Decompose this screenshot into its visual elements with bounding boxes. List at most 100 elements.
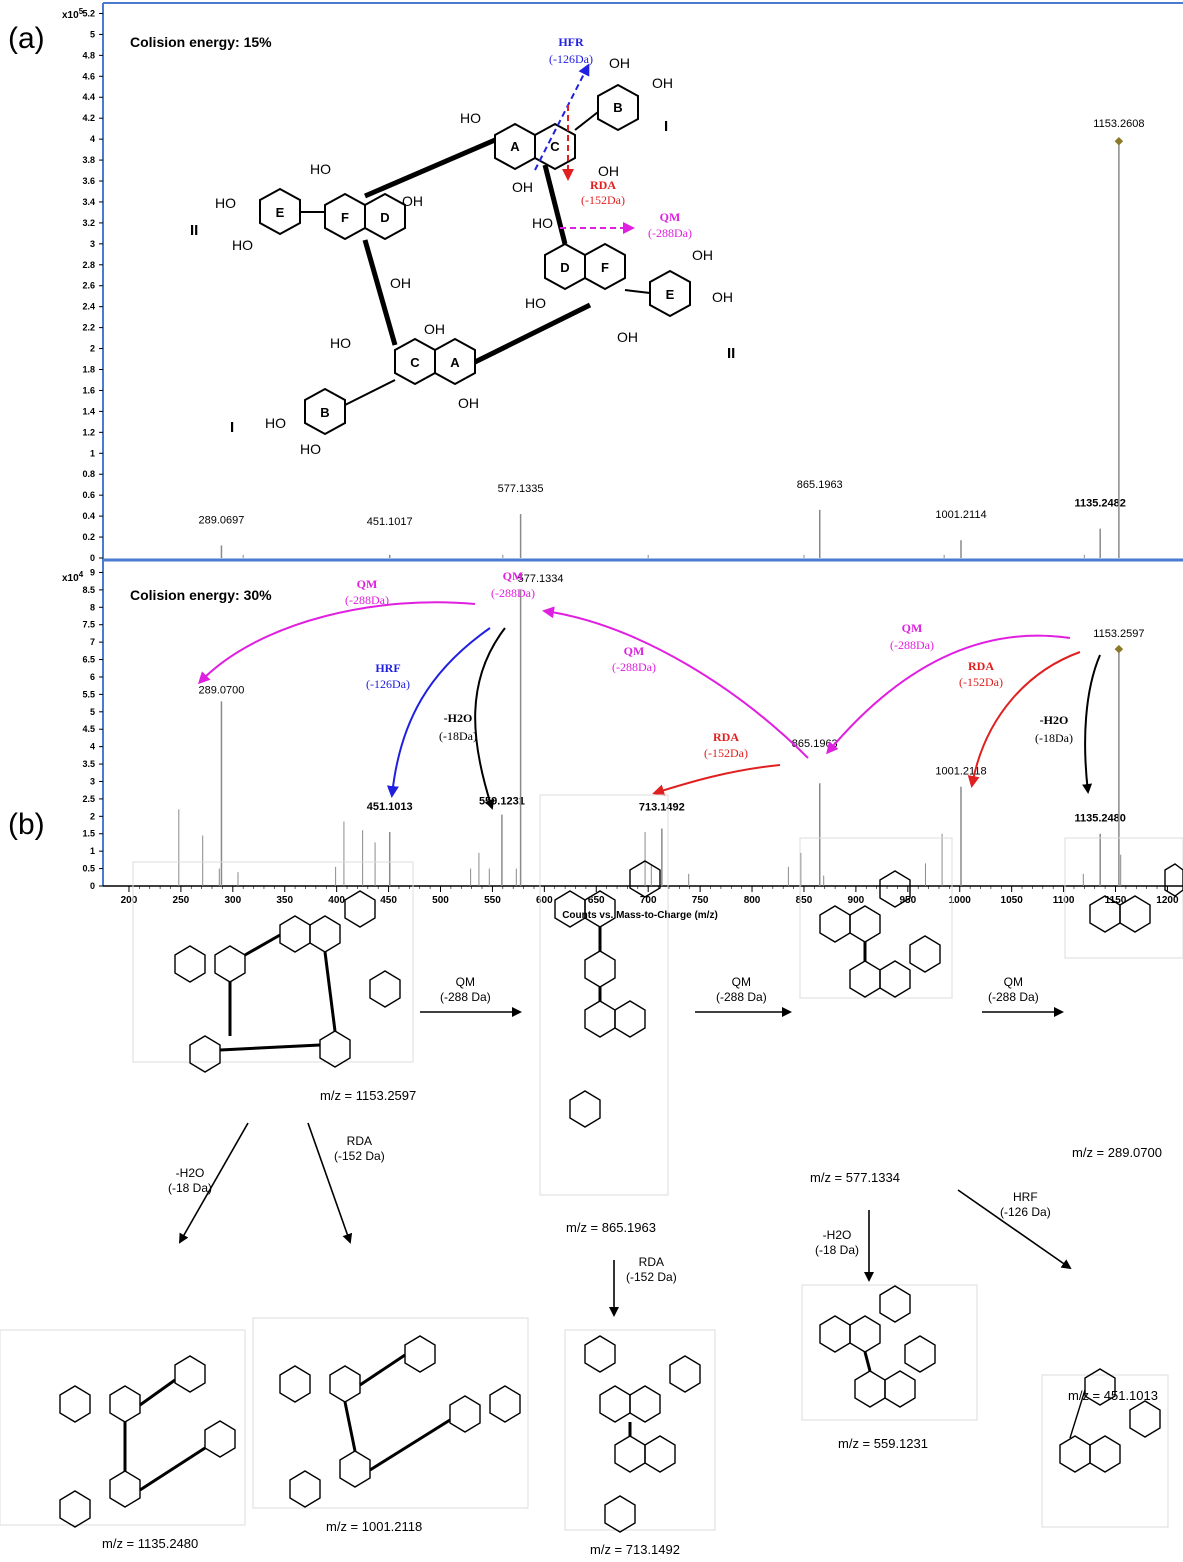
peak-label-top: 1001.2114 xyxy=(935,509,986,521)
y-tick-label-top: 4.2 xyxy=(82,113,95,123)
svg-text:I: I xyxy=(230,419,234,436)
mz-label-1001: m/z = 1001.2118 xyxy=(326,1519,423,1534)
x-tick-label: 350 xyxy=(276,895,293,906)
svg-text:RDA: RDA xyxy=(590,178,616,192)
y-tick-label-top: 2.6 xyxy=(82,281,95,291)
peak-label-bottom: 713.1492 xyxy=(639,802,685,814)
y-tick-label-top: 4.8 xyxy=(82,50,95,60)
y-tick-label-top: 0.6 xyxy=(82,490,95,500)
peak-label-top: 1135.2482 xyxy=(1074,498,1125,510)
svg-text:(-126Da): (-126Da) xyxy=(366,677,410,691)
y-tick-label-bottom: 1 xyxy=(90,846,95,856)
svg-text:HO: HO xyxy=(460,110,481,126)
svg-text:(-288Da): (-288Da) xyxy=(345,593,389,607)
svg-text:OH: OH xyxy=(609,55,630,71)
step-qm-1: QM (-288 Da) xyxy=(440,975,491,1004)
chart-title-bottom: Colision energy: 30% xyxy=(130,587,272,603)
y-tick-label-top: 2.8 xyxy=(82,260,95,270)
peak-label-bottom: 451.1013 xyxy=(367,801,413,813)
y-tick-label-bottom: 4.5 xyxy=(82,724,95,734)
svg-text:I: I xyxy=(664,118,668,135)
structure-fragment-markers xyxy=(534,63,635,234)
peak-label-top: 865.1963 xyxy=(797,479,843,491)
svg-text:-H2O: -H2O xyxy=(444,711,473,725)
x-tick-label: 200 xyxy=(121,895,138,906)
x-tick-label: 850 xyxy=(796,895,813,906)
fragmentation-arrows-bottom xyxy=(197,601,1101,810)
y-multiplier-top: x105 xyxy=(62,7,84,21)
mz-label-865: m/z = 865.1963 xyxy=(566,1220,656,1235)
y-tick-label-top: 1.8 xyxy=(82,365,95,375)
y-tick-label-bottom: 2 xyxy=(90,811,95,821)
y-tick-label-bottom: 3.5 xyxy=(82,759,95,769)
svg-text:A: A xyxy=(450,355,460,370)
chart-title-top: Colision energy: 15% xyxy=(130,34,272,50)
y-tick-label-top: 1.6 xyxy=(82,385,95,395)
y-tick-label-bottom: 0.5 xyxy=(82,864,95,874)
precursor-marker-bottom xyxy=(1114,644,1124,654)
y-tick-label-top: 5.2 xyxy=(82,8,95,18)
x-tick-label: 250 xyxy=(173,895,190,906)
step-rda-2: RDA (-152 Da) xyxy=(626,1255,677,1284)
x-tick-label: 1100 xyxy=(1053,895,1075,906)
y-axis-bottom: 0 0.5 1 1.5 2 2.5 3 3.5 4 4.5 5 5.5 6 6.5 7 7.5 8 8.5 9 xyxy=(82,567,103,891)
y-tick-label-top: 2.2 xyxy=(82,323,95,333)
svg-text:OH: OH xyxy=(458,395,479,411)
svg-text:QM: QM xyxy=(660,210,681,224)
peak-label-top: 1153.2608 xyxy=(1093,118,1144,130)
peaks-bottom: 289.0700 451.1013 559.1231 577.1334 713.1492… xyxy=(178,573,1144,886)
mz-label-559: m/z = 559.1231 xyxy=(838,1436,928,1451)
svg-text:OH: OH xyxy=(402,193,423,209)
svg-text:C: C xyxy=(550,139,560,154)
y-tick-label-top: 3 xyxy=(90,239,95,249)
peak-label-bottom: 577.1334 xyxy=(518,573,564,585)
svg-text:II: II xyxy=(190,222,198,239)
mz-label-1153: m/z = 1153.2597 xyxy=(320,1088,417,1103)
svg-text:(-288Da): (-288Da) xyxy=(890,638,934,652)
svg-text:HO: HO xyxy=(215,195,236,211)
y-tick-label-top: 3.8 xyxy=(82,155,95,165)
peak-label-bottom: 1135.2480 xyxy=(1074,813,1125,825)
x-tick-label: 800 xyxy=(744,895,761,906)
panel-a-label: (a) xyxy=(8,22,45,55)
mz-label-713: m/z = 713.1492 xyxy=(590,1542,680,1557)
svg-text:II: II xyxy=(727,345,735,362)
step-h2o-1: -H2O (-18 Da) xyxy=(168,1166,213,1195)
y-tick-label-top: 1 xyxy=(90,448,95,458)
peak-label-bottom: 1153.2597 xyxy=(1093,628,1144,640)
y-tick-label-top: 0.4 xyxy=(82,511,95,521)
structure-fragment-labels: HFR (-126Da) RDA (-152Da) QM (-288Da) xyxy=(549,35,692,240)
svg-text:OH: OH xyxy=(390,275,411,291)
svg-text:(-152Da): (-152Da) xyxy=(581,193,625,207)
svg-text:QM: QM xyxy=(624,644,645,658)
svg-text:HO: HO xyxy=(300,441,321,457)
peaks-top: 289.0697 451.1017 577.1335 865.1963 1001.211… xyxy=(199,118,1144,558)
y-tick-label-top: 4 xyxy=(90,134,95,144)
scheme-b-boxes xyxy=(0,794,1183,1531)
y-tick-label-top: 5 xyxy=(90,29,95,39)
panel-b-label: (b) xyxy=(8,808,45,841)
y-tick-label-bottom: 9 xyxy=(90,567,95,577)
svg-text:E: E xyxy=(276,205,285,220)
y-tick-label-top: 4.6 xyxy=(82,71,95,81)
y-tick-label-bottom: 4 xyxy=(90,742,95,752)
step-rda-1: RDA (-152 Da) xyxy=(334,1134,385,1163)
y-tick-label-top: 3.2 xyxy=(82,218,95,228)
x-tick-label: 1000 xyxy=(949,895,972,906)
svg-text:C: C xyxy=(410,355,420,370)
y-tick-label-top: 3.4 xyxy=(82,197,95,207)
tetramer-structure-a xyxy=(259,83,691,436)
svg-text:QM: QM xyxy=(503,569,524,583)
peak-label-bottom: 559.1231 xyxy=(479,796,525,808)
svg-text:(-152Da): (-152Da) xyxy=(704,746,748,760)
svg-text:HO: HO xyxy=(232,237,253,253)
y-multiplier-bottom: x104 xyxy=(62,570,84,584)
y-axis-top: 0 0.2 0.4 0.6 0.8 1 1.2 1.4 1.6 1.8 2 2.2 2.4 2.6 2.8 3… xyxy=(82,8,103,563)
svg-text:E: E xyxy=(666,287,675,302)
svg-text:F: F xyxy=(601,260,609,275)
precursor-marker-top xyxy=(1114,136,1124,146)
svg-text:(-288Da): (-288Da) xyxy=(491,586,535,600)
y-tick-label-bottom: 7 xyxy=(90,637,95,647)
svg-text:HO: HO xyxy=(265,415,286,431)
y-tick-label-bottom: 0 xyxy=(90,881,95,891)
